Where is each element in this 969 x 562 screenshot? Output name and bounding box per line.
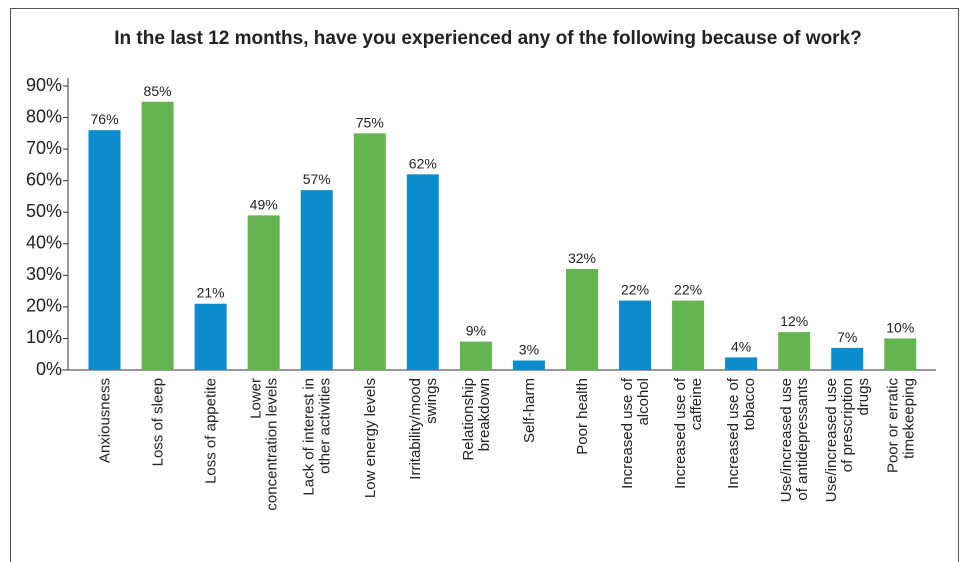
- value-label: 85%: [144, 83, 172, 99]
- value-label: 4%: [731, 338, 751, 354]
- y-tick-label: 30%: [26, 264, 62, 284]
- y-tick-label: 70%: [26, 138, 62, 158]
- x-tick-label: Loss of sleep: [150, 378, 167, 466]
- x-tick-label: Increased use ofcaffeine: [672, 377, 705, 489]
- value-label: 7%: [837, 329, 857, 345]
- y-tick-label: 0%: [36, 359, 62, 379]
- x-tick-label: Relationshipbreakdown: [460, 378, 493, 461]
- value-label: 62%: [409, 155, 437, 171]
- y-tick-label: 80%: [26, 106, 62, 126]
- value-label: 32%: [568, 250, 596, 266]
- value-label: 57%: [303, 171, 331, 187]
- frame: [10, 8, 959, 562]
- x-tick-label: Anxiousness: [97, 378, 114, 463]
- y-tick-label: 50%: [26, 201, 62, 221]
- value-label: 3%: [519, 342, 539, 358]
- x-tick-label: Use/increased useof antidepressants: [778, 378, 811, 502]
- x-tick-label: Poor health: [574, 378, 591, 455]
- bar: [459, 341, 492, 370]
- x-tick-label: Use/increased useof prescriptiondrugs: [823, 378, 872, 502]
- value-label: 22%: [621, 282, 649, 298]
- x-tick-label: Poor or erratictimekeeping: [884, 378, 917, 474]
- value-label: 10%: [886, 319, 914, 335]
- x-tick-label: Self-harm: [521, 378, 538, 443]
- x-tick-label: Low energy levels: [362, 378, 379, 498]
- value-label: 75%: [356, 114, 384, 130]
- value-label: 21%: [197, 285, 225, 301]
- value-label: 12%: [780, 313, 808, 329]
- x-tick-label: Lowerconcentration levels: [248, 378, 281, 511]
- bar: [406, 174, 439, 370]
- y-tick-label: 40%: [26, 233, 62, 253]
- bar: [88, 130, 121, 370]
- bar: [300, 190, 333, 370]
- x-tick-label: Increased use ofalcohol: [619, 377, 652, 489]
- bar: [884, 338, 917, 370]
- y-tick-label: 10%: [26, 327, 62, 347]
- bar: [778, 332, 811, 370]
- y-tick-label: 90%: [26, 75, 62, 95]
- value-label: 76%: [91, 111, 119, 127]
- bar: [512, 360, 545, 370]
- bar: [141, 101, 174, 371]
- x-tick-label: Irritability/moodswings: [407, 378, 440, 480]
- value-label: 22%: [674, 282, 702, 298]
- bar: [247, 215, 280, 370]
- bar: [619, 300, 652, 370]
- x-tick-label: Loss of appetite: [203, 378, 220, 484]
- chart-title: In the last 12 months, have you experien…: [114, 28, 862, 49]
- value-label: 49%: [250, 196, 278, 212]
- bar: [831, 347, 864, 370]
- bar: [725, 357, 758, 370]
- y-tick-label: 60%: [26, 169, 62, 189]
- bar: [565, 269, 598, 370]
- bar: [194, 303, 227, 370]
- x-tick-label: Lack of interest inother activities: [301, 378, 334, 496]
- value-label: 9%: [466, 323, 486, 339]
- y-tick-label: 20%: [26, 296, 62, 316]
- x-tick-label: Increased use oftobacco: [725, 377, 758, 489]
- bar: [353, 133, 386, 370]
- bar: [672, 300, 705, 370]
